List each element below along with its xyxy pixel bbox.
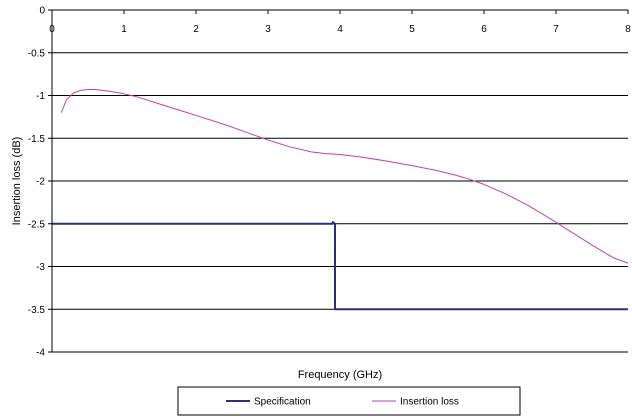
x-tick-label: 7 <box>553 24 559 35</box>
y-tick-label: 0 <box>39 6 45 17</box>
y-tick-label: -2 <box>36 177 45 188</box>
y-tick-label: -4 <box>36 348 45 359</box>
tick-labels: 0 -0.5 -1 -1.5 -2 -2.5 -3 -3.5 -4 0 1 2 3 4 5 6 7 8 <box>28 6 631 359</box>
y-tick-label: -1 <box>36 91 45 102</box>
y-axis-title: Insertion loss (dB) <box>11 137 23 226</box>
x-tick-label: 4 <box>337 24 343 35</box>
x-tick-label: 6 <box>481 24 487 35</box>
x-tick-label: 2 <box>193 24 199 35</box>
legend: Specification Insertion loss <box>177 386 521 416</box>
y-tick-label: -0.5 <box>28 48 46 59</box>
legend-label-specification: Specification <box>254 397 311 408</box>
x-tick-label: 3 <box>265 24 271 35</box>
y-tick-label: -2.5 <box>28 219 46 230</box>
x-axis-title: Frequency (GHz) <box>298 369 382 381</box>
x-tick-label: 8 <box>625 24 631 35</box>
legend-label-insertion-loss: Insertion loss <box>400 397 459 408</box>
y-tick-label: -1.5 <box>28 134 46 145</box>
y-tick-label: -3.5 <box>28 305 46 316</box>
y-tick-label: -3 <box>36 262 45 273</box>
x-tick-label: 0 <box>49 24 55 35</box>
plot-series <box>52 89 629 311</box>
gridlines <box>52 9 628 353</box>
x-tick-label: 1 <box>121 24 127 35</box>
x-tick-label: 5 <box>409 24 415 35</box>
series-line-insertion-loss <box>60 89 629 264</box>
series-line-specification <box>52 221 628 311</box>
